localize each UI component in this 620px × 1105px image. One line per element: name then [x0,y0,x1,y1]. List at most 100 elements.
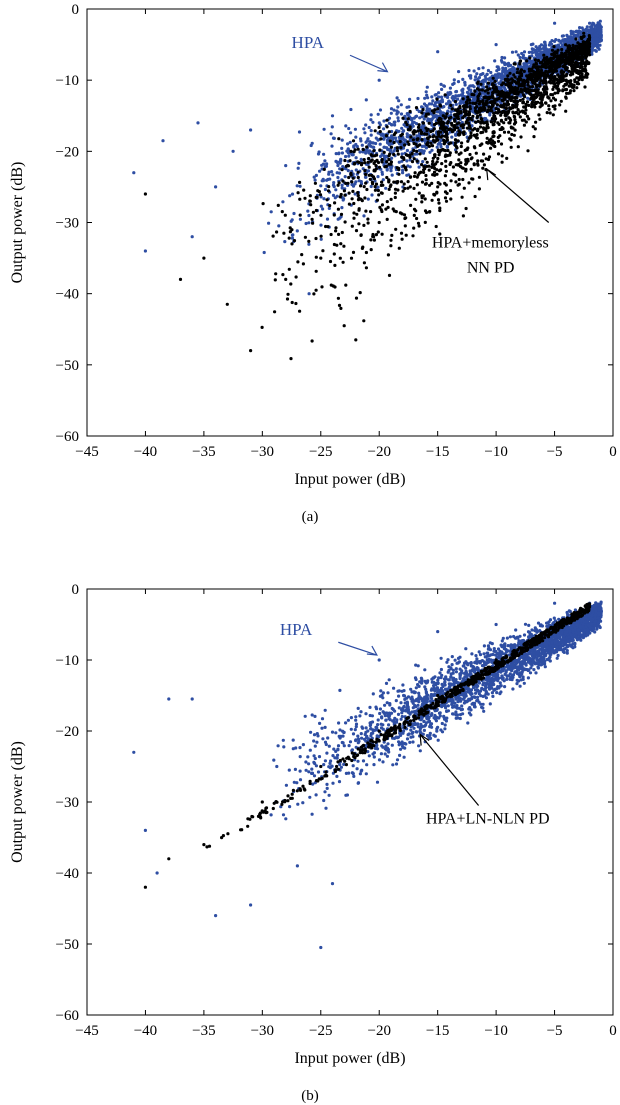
data-point [319,184,323,188]
data-point [352,201,356,206]
data-point [513,128,517,132]
data-point [580,45,584,49]
data-point [496,139,501,143]
data-point [544,92,549,96]
data-point [440,162,444,166]
data-point [542,53,546,57]
data-point [325,198,329,202]
data-point [449,115,453,119]
data-point [449,197,453,201]
data-point [405,148,409,153]
data-point [298,197,302,201]
data-point [430,198,434,202]
data-point [489,70,493,75]
data-point [543,87,547,91]
data-point [520,109,525,113]
data-point [454,150,458,154]
data-point [552,77,556,81]
data-point [397,172,401,176]
data-point [358,291,362,295]
data-point [393,120,397,124]
data-point [460,123,465,127]
data-point [420,200,424,204]
data-point [284,164,288,168]
data-point [421,194,425,198]
data-point [423,668,427,672]
data-point [389,162,393,166]
data-point [366,169,371,173]
data-point [430,165,434,169]
data-point [338,688,342,693]
data-point [413,171,417,175]
data-point [436,50,440,54]
data-point [541,63,545,67]
data-point [353,127,357,131]
data-point [494,85,498,90]
data-point [339,157,343,161]
data-point [367,173,371,177]
data-point [249,349,253,353]
data-point [475,87,480,91]
data-point [397,129,401,133]
data-point [461,77,465,81]
data-point [196,121,200,125]
data-point [575,86,579,90]
data-point [457,121,461,125]
data-point [363,131,367,135]
data-point [437,91,441,95]
data-point [412,148,416,153]
data-point [444,169,448,173]
data-point [350,180,354,184]
data-point [407,105,411,109]
data-point [377,125,381,129]
data-point [547,60,551,64]
data-point [407,173,411,177]
x-tick-label: −20 [367,444,390,460]
data-point [547,96,551,100]
data-point [449,103,453,107]
data-point [395,181,399,185]
data-point [271,234,275,238]
data-point [529,77,533,81]
data-point [577,57,581,62]
data-point [486,126,490,130]
data-point [389,123,394,127]
data-point [585,75,589,79]
data-point [356,706,360,711]
data-point [344,154,348,159]
data-point [491,76,495,80]
data-point [476,119,480,123]
data-point [476,95,480,99]
data-point [394,699,398,703]
data-point [366,160,370,164]
data-point [369,118,373,122]
data-point [509,125,513,129]
data-point [419,170,423,174]
data-point [467,112,472,116]
data-point [331,173,335,177]
data-point [508,71,512,75]
data-point [479,120,483,125]
data-point [364,181,368,185]
data-point [508,137,512,141]
data-point [328,259,333,264]
data-point [330,114,335,118]
data-point [336,183,340,187]
data-point [462,186,466,190]
data-point [562,74,567,78]
data-point [306,755,310,759]
data-point [436,107,440,111]
data-point [506,61,511,65]
data-point [415,216,419,221]
data-point [380,209,384,214]
data-point [402,129,406,133]
data-point [372,168,376,172]
data-point [303,235,307,239]
data-point [351,139,356,143]
data-point [359,710,363,714]
data-point [522,69,526,73]
data-point [422,117,426,121]
data-point [569,70,573,74]
data-point [486,91,490,95]
